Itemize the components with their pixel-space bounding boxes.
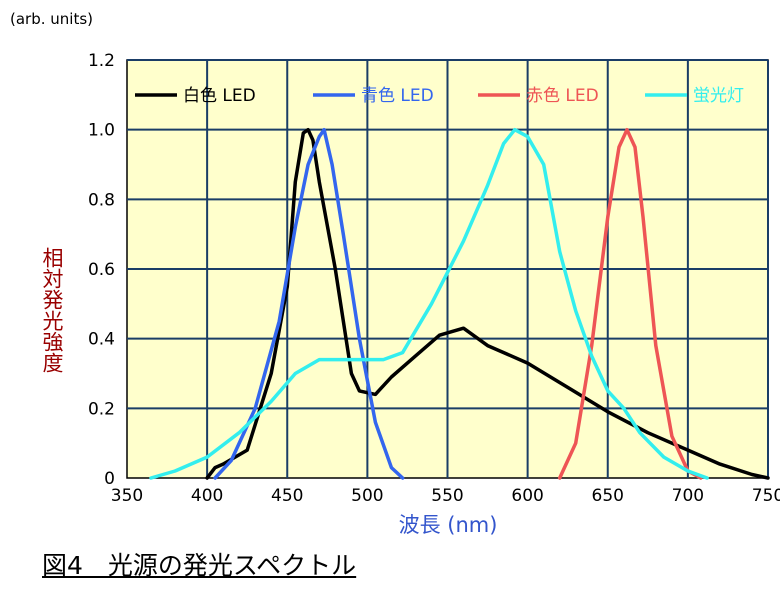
y-axis-ticks: 0 0.2 0.4 0.6 0.8 1.0 1.2 [88, 51, 115, 489]
x-axis-label: 波長 (nm) [399, 513, 498, 537]
x-tick-label: 650 [592, 486, 624, 506]
legend-label: 蛍光灯 [693, 86, 744, 106]
x-tick-label: 750 [752, 486, 780, 506]
x-tick-label: 500 [351, 486, 383, 506]
legend: 白色 LED 青色 LED 赤色 LED 蛍光灯 [135, 86, 744, 106]
series-line-3 [557, 127, 703, 480]
series-line-1 [205, 127, 770, 480]
y-tick-label: 0 [104, 469, 115, 489]
y-tick-label: 0.4 [88, 330, 115, 350]
x-tick-label: 350 [111, 486, 143, 506]
x-tick-label: 400 [191, 486, 223, 506]
legend-label: 白色 LED [183, 86, 256, 106]
x-tick-label: 600 [511, 486, 543, 506]
figure-caption: 図4 光源の発光スペクトル [42, 551, 357, 580]
spectrum-chart: (arb. units) 350 400 450 500 550 600 650 700 750… [10, 10, 780, 537]
series-layer [149, 127, 770, 480]
y-tick-label: 1.0 [88, 121, 115, 141]
x-axis-ticks: 350 400 450 500 550 600 650 700 750 [111, 486, 780, 506]
series-line-2 [213, 127, 405, 480]
y-tick-label: 0.8 [88, 190, 115, 210]
y-tick-label: 1.2 [88, 51, 115, 71]
unit-label: (arb. units) [10, 10, 93, 28]
y-tick-label: 0.6 [88, 260, 115, 280]
legend-label: 青色 LED [361, 86, 434, 106]
x-tick-label: 550 [431, 486, 463, 506]
y-axis-label: 相対発光強度 [40, 247, 64, 373]
grid-lines [127, 59, 769, 478]
y-tick-label: 0.2 [88, 399, 115, 419]
x-tick-label: 450 [271, 486, 303, 506]
series-line-4 [149, 127, 709, 480]
legend-label: 赤色 LED [526, 86, 599, 106]
x-tick-label: 700 [672, 486, 704, 506]
